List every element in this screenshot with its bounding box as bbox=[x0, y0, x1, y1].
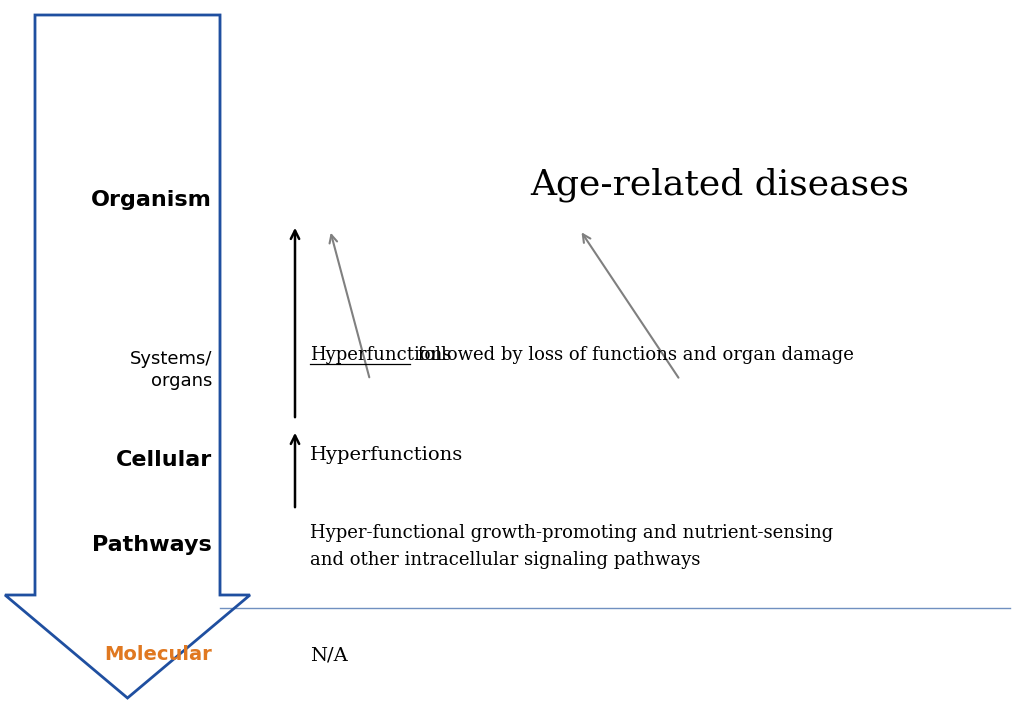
Text: Cellular: Cellular bbox=[115, 450, 212, 470]
Text: followed by loss of functions and organ damage: followed by loss of functions and organ … bbox=[412, 346, 853, 364]
Text: Hyperfunctions: Hyperfunctions bbox=[310, 446, 463, 464]
Text: N/A: N/A bbox=[310, 646, 347, 664]
Text: Molecular: Molecular bbox=[104, 646, 212, 665]
Text: and other intracellular signaling pathways: and other intracellular signaling pathwa… bbox=[310, 551, 700, 569]
Text: Organism: Organism bbox=[91, 190, 212, 210]
Text: Systems/
organs: Systems/ organs bbox=[129, 350, 212, 390]
Text: Age-related diseases: Age-related diseases bbox=[530, 168, 908, 202]
Text: Pathways: Pathways bbox=[92, 535, 212, 555]
Text: Hyperfunctions: Hyperfunctions bbox=[310, 346, 451, 364]
Text: Hyper-functional growth-promoting and nutrient-sensing: Hyper-functional growth-promoting and nu… bbox=[310, 524, 833, 542]
